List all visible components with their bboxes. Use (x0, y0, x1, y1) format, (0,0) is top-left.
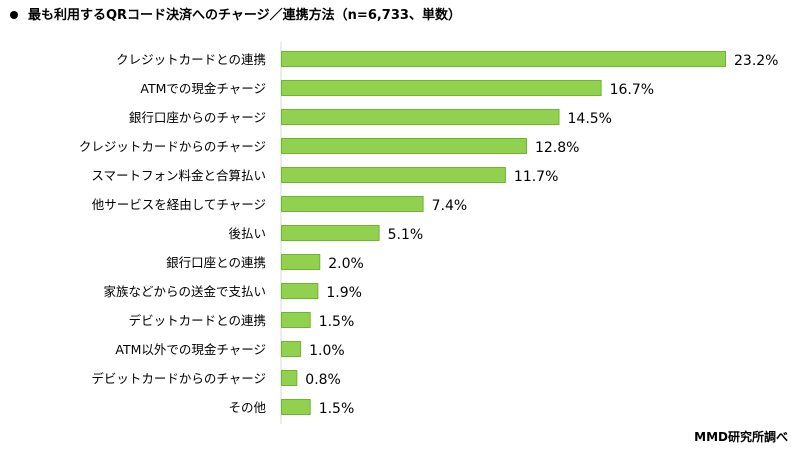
category-label: その他 (228, 400, 266, 415)
category-label: クレジットカードからのチャージ (79, 139, 266, 154)
bar (281, 225, 380, 241)
category-label: 家族などからの送金で支払い (103, 284, 266, 299)
category-label: デビットカードとの連携 (129, 313, 266, 328)
data-label: 1.5% (319, 314, 355, 330)
bar (281, 254, 321, 270)
category-label: 後払い (228, 226, 266, 241)
data-label: 1.5% (319, 401, 355, 417)
source-credit: MMD研究所調べ (694, 430, 788, 444)
category-label: デビットカードからのチャージ (91, 371, 266, 386)
data-label: 2.0% (328, 256, 364, 272)
data-label: 0.8% (305, 372, 341, 388)
category-label: ATMでの現金チャージ (140, 81, 266, 96)
category-label: 銀行口座からのチャージ (129, 110, 266, 125)
data-label: 11.7% (514, 169, 558, 185)
data-label: 7.4% (432, 198, 468, 214)
bar (281, 312, 311, 328)
category-label: ATM以外での現金チャージ (115, 342, 266, 357)
data-label: 23.2% (734, 53, 778, 69)
data-label: 5.1% (388, 227, 424, 243)
bar (281, 138, 527, 154)
bar (281, 196, 424, 212)
bar (281, 283, 319, 299)
bar (281, 370, 298, 386)
category-label: 他サービスを経由してチャージ (92, 197, 266, 212)
bar (281, 80, 602, 96)
data-label: 16.7% (610, 82, 654, 98)
bar (281, 109, 560, 125)
bar (281, 399, 311, 415)
data-label: 14.5% (568, 111, 612, 127)
data-label: 1.0% (309, 343, 345, 359)
category-label: スマートフォン料金と合算払い (91, 168, 266, 183)
data-label: 1.9% (326, 285, 362, 301)
bullet-icon (10, 10, 18, 19)
chart-title: 最も利用するQRコード決済へのチャージ／連携方法（n=6,733、単数） (10, 4, 461, 23)
chart-title-text: 最も利用するQRコード決済へのチャージ／連携方法（n=6,733、単数） (28, 8, 461, 23)
bar (281, 51, 726, 67)
data-label: 12.8% (535, 140, 579, 156)
bar (281, 167, 506, 183)
category-label: 銀行口座との連携 (166, 255, 266, 270)
bar (281, 341, 302, 357)
category-label: クレジットカードとの連携 (116, 52, 266, 67)
